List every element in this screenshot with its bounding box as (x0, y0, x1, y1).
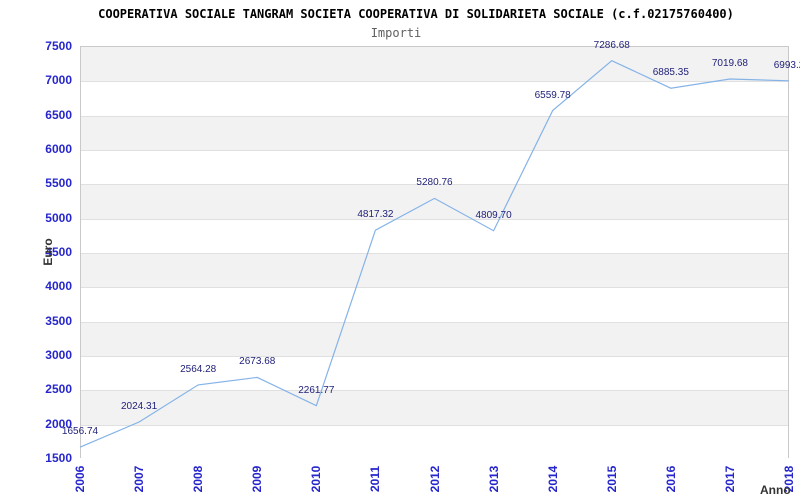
y-tick-label: 3000 (45, 348, 72, 362)
x-tick-label: 2006 (73, 465, 87, 493)
plot-band (81, 184, 788, 219)
y-tick-label: 2000 (45, 416, 72, 431)
data-point-label: 4817.32 (357, 209, 394, 221)
x-tick-label: 2013 (486, 465, 501, 493)
x-tick-label: 2011 (368, 465, 383, 493)
chart-subtitle: Importi (370, 26, 422, 40)
y-tick-label: 4500 (45, 245, 72, 259)
y-tick-label: 2500 (45, 382, 72, 397)
data-point-label: 7019.68 (711, 57, 748, 69)
data-point-label: 6993.2 (773, 59, 800, 71)
y-tick-label: 5000 (45, 210, 72, 225)
plot-band (81, 218, 788, 253)
y-tick-label: 6500 (45, 107, 72, 122)
plot-band (81, 424, 788, 459)
gridline (81, 321, 788, 323)
x-tick-label: 2015 (604, 465, 619, 493)
plot-band (81, 390, 788, 425)
plot-band (81, 81, 788, 116)
plot-area (80, 46, 789, 459)
y-tick-label: 4000 (45, 279, 72, 294)
x-tick-label: 2008 (191, 465, 206, 493)
data-point-label: 6885.35 (652, 67, 689, 79)
gridline (81, 424, 788, 426)
data-point-label: 2261.77 (298, 384, 335, 396)
gridline (81, 81, 788, 83)
gridline (81, 356, 788, 357)
gridline (81, 150, 788, 151)
y-tick-label: 1500 (45, 451, 72, 465)
x-tick-label: 2009 (250, 465, 265, 493)
plot-band (81, 287, 788, 322)
data-point-label: 4809.70 (475, 209, 512, 221)
x-tick-label: 2014 (545, 465, 560, 493)
plot-band (81, 115, 788, 150)
data-point-label: 6559.78 (534, 89, 571, 101)
y-axis-title: Euro (41, 238, 55, 266)
y-tick-label: 6000 (45, 142, 72, 156)
gridline (81, 115, 788, 117)
data-point-label: 7286.68 (593, 39, 630, 51)
x-tick-label: 2017 (722, 465, 737, 493)
plot-band (81, 253, 788, 288)
x-tick-label: 2016 (663, 465, 678, 493)
y-tick-label: 7000 (45, 73, 72, 88)
data-point-label: 2564.28 (180, 363, 217, 375)
x-axis-title: Anno (760, 483, 791, 497)
gridline (81, 253, 788, 254)
data-point-label: 5280.76 (416, 177, 453, 189)
data-point-label: 1656.74 (61, 426, 99, 438)
x-tick-label: 2012 (427, 465, 442, 493)
x-tick-label: 2010 (309, 465, 324, 493)
gridline (81, 390, 788, 392)
data-point-label: 2673.68 (239, 356, 276, 368)
x-tick-label: 2007 (132, 465, 147, 493)
gridline (81, 287, 788, 289)
chart-title: COOPERATIVA SOCIALE TANGRAM SOCIETA COOP… (98, 7, 734, 21)
y-tick-label: 3500 (45, 313, 72, 328)
data-point-label: 2024.31 (121, 400, 158, 412)
gridline (81, 218, 788, 220)
plot-band (81, 321, 788, 356)
y-tick-label: 5500 (45, 176, 72, 191)
y-tick-label: 7500 (45, 39, 72, 53)
